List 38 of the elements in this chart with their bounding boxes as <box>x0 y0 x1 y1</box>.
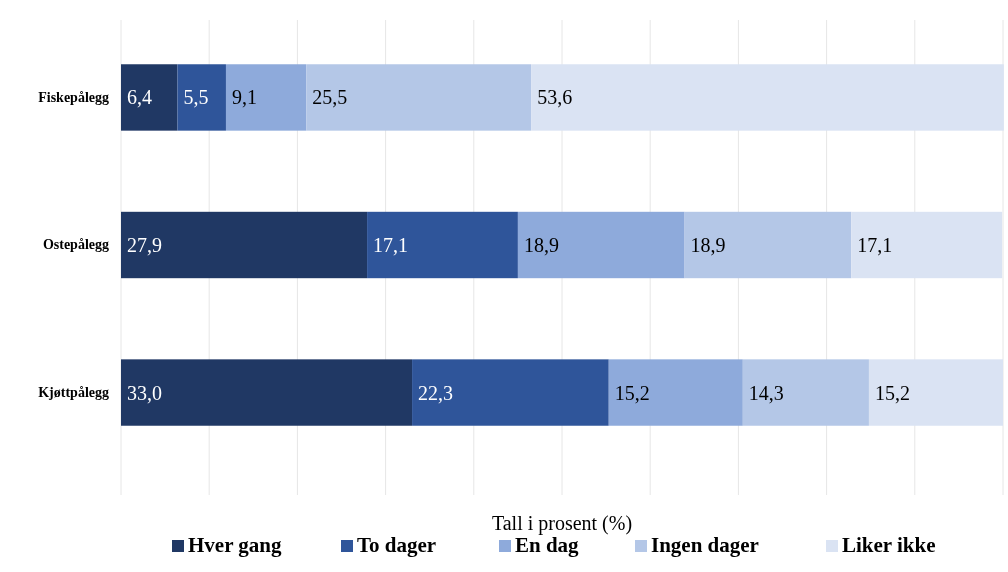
bar <box>531 64 1004 131</box>
bar <box>306 64 532 131</box>
data-label: 25,5 <box>312 86 348 109</box>
data-label: 6,4 <box>127 86 152 109</box>
y-tick-label: Fiskepålegg <box>38 89 109 105</box>
bar <box>412 359 609 426</box>
data-label: 5,5 <box>183 86 209 109</box>
bar <box>177 64 226 131</box>
data-label: 15,2 <box>614 381 650 404</box>
data-label: 27,9 <box>127 234 162 256</box>
bar <box>868 359 1003 426</box>
bar <box>121 64 178 131</box>
bar <box>121 211 368 279</box>
bar <box>851 211 1003 279</box>
bar <box>121 359 413 426</box>
bar <box>684 211 852 279</box>
data-label: 14,3 <box>748 381 784 404</box>
data-label: 18,9 <box>690 234 726 256</box>
bar <box>608 359 743 426</box>
x-axis-title: Tall i prosent (%) <box>491 512 633 535</box>
data-label: 33,0 <box>127 381 162 404</box>
y-tick-label: Kjøttpålegg <box>38 385 109 401</box>
legend-label: Liker ikke <box>842 533 936 557</box>
bar <box>367 211 518 279</box>
bar <box>225 64 307 131</box>
data-label: 15,2 <box>874 381 910 404</box>
bar <box>742 359 869 426</box>
data-label: 17,1 <box>857 234 893 256</box>
data-label: 18,9 <box>523 234 559 256</box>
bar <box>517 211 685 279</box>
data-label: 53,6 <box>537 86 573 109</box>
y-tick-label: Ostepålegg <box>42 237 109 253</box>
data-label: 22,3 <box>418 381 454 404</box>
data-label: 9,1 <box>231 86 257 109</box>
legend-label: Hver gang <box>188 533 283 557</box>
data-label: 17,1 <box>373 234 409 256</box>
legend-label: Ingen dager <box>651 533 759 557</box>
legend-label: To dager <box>357 533 437 557</box>
